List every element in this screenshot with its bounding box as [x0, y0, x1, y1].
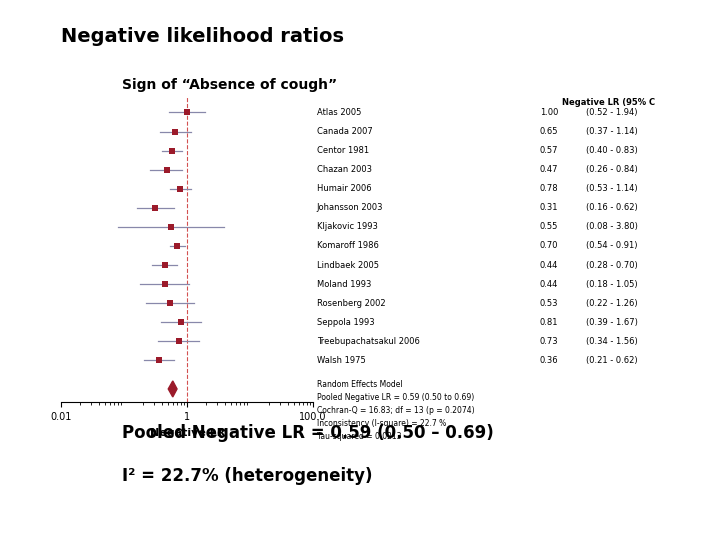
Text: ♛: ♛ — [644, 482, 663, 502]
Text: 0.53: 0.53 — [540, 299, 559, 308]
Text: 0.44: 0.44 — [540, 260, 559, 269]
Text: Negative LR (95% C: Negative LR (95% C — [562, 98, 655, 107]
Text: I² = 22.7% (heterogeneity): I² = 22.7% (heterogeneity) — [122, 467, 373, 485]
Text: Moland 1993: Moland 1993 — [317, 280, 372, 288]
Text: 0.70: 0.70 — [540, 241, 559, 251]
Text: 0.44: 0.44 — [540, 280, 559, 288]
X-axis label: Negative LR: Negative LR — [150, 428, 225, 437]
Text: Canada 2007: Canada 2007 — [317, 127, 372, 136]
Text: Treebupachatsakul 2006: Treebupachatsakul 2006 — [317, 337, 420, 346]
Text: Negative likelihood ratios: Negative likelihood ratios — [61, 27, 344, 46]
Text: (0.40 - 0.83): (0.40 - 0.83) — [586, 146, 638, 155]
Text: (0.37 - 1.14): (0.37 - 1.14) — [586, 127, 638, 136]
Text: 0.81: 0.81 — [540, 318, 559, 327]
Text: 0.73: 0.73 — [540, 337, 559, 346]
Text: 1.00: 1.00 — [540, 108, 559, 117]
Text: (0.26 - 0.84): (0.26 - 0.84) — [586, 165, 638, 174]
Text: Sign of “Absence of cough”: Sign of “Absence of cough” — [122, 78, 338, 92]
Text: Random Effects Model
Pooled Negative LR = 0.59 (0.50 to 0.69)
Cochran-Q = 16.83;: Random Effects Model Pooled Negative LR … — [317, 380, 474, 441]
Text: Pooled Negative LR = 0.59 (0.50 – 0.69): Pooled Negative LR = 0.59 (0.50 – 0.69) — [122, 424, 494, 442]
Text: (0.18 - 1.05): (0.18 - 1.05) — [586, 280, 638, 288]
Text: Rosenberg 2002: Rosenberg 2002 — [317, 299, 385, 308]
Text: Johansson 2003: Johansson 2003 — [317, 203, 383, 212]
Text: 0.78: 0.78 — [540, 184, 559, 193]
Text: (0.54 - 0.91): (0.54 - 0.91) — [586, 241, 638, 251]
Text: Kljakovic 1993: Kljakovic 1993 — [317, 222, 378, 231]
Text: 0.55: 0.55 — [540, 222, 559, 231]
Text: Humair 2006: Humair 2006 — [317, 184, 372, 193]
Text: (0.28 - 0.70): (0.28 - 0.70) — [586, 260, 638, 269]
Text: (0.53 - 1.14): (0.53 - 1.14) — [586, 184, 638, 193]
Text: 0.65: 0.65 — [540, 127, 559, 136]
Text: Atlas 2005: Atlas 2005 — [317, 108, 361, 117]
Text: 0.31: 0.31 — [540, 203, 559, 212]
Text: Lindbaek 2005: Lindbaek 2005 — [317, 260, 379, 269]
Text: 0.57: 0.57 — [540, 146, 559, 155]
Text: (0.21 - 0.62): (0.21 - 0.62) — [586, 356, 638, 365]
Text: Chazan 2003: Chazan 2003 — [317, 165, 372, 174]
Text: Seppola 1993: Seppola 1993 — [317, 318, 374, 327]
Text: (0.52 - 1.94): (0.52 - 1.94) — [586, 108, 638, 117]
Text: 0.47: 0.47 — [540, 165, 559, 174]
Text: (0.16 - 0.62): (0.16 - 0.62) — [586, 203, 638, 212]
Text: Walsh 1975: Walsh 1975 — [317, 356, 366, 365]
Text: (0.39 - 1.67): (0.39 - 1.67) — [586, 318, 638, 327]
Text: 0.36: 0.36 — [540, 356, 559, 365]
Polygon shape — [168, 381, 177, 397]
Text: (0.08 - 3.80): (0.08 - 3.80) — [586, 222, 638, 231]
Text: Komaroff 1986: Komaroff 1986 — [317, 241, 379, 251]
Text: (0.22 - 1.26): (0.22 - 1.26) — [586, 299, 638, 308]
Text: Centor 1981: Centor 1981 — [317, 146, 369, 155]
Text: (0.34 - 1.56): (0.34 - 1.56) — [586, 337, 638, 346]
Text: ROYAL COLLEGE
OF IRELAND: ROYAL COLLEGE OF IRELAND — [634, 512, 673, 523]
